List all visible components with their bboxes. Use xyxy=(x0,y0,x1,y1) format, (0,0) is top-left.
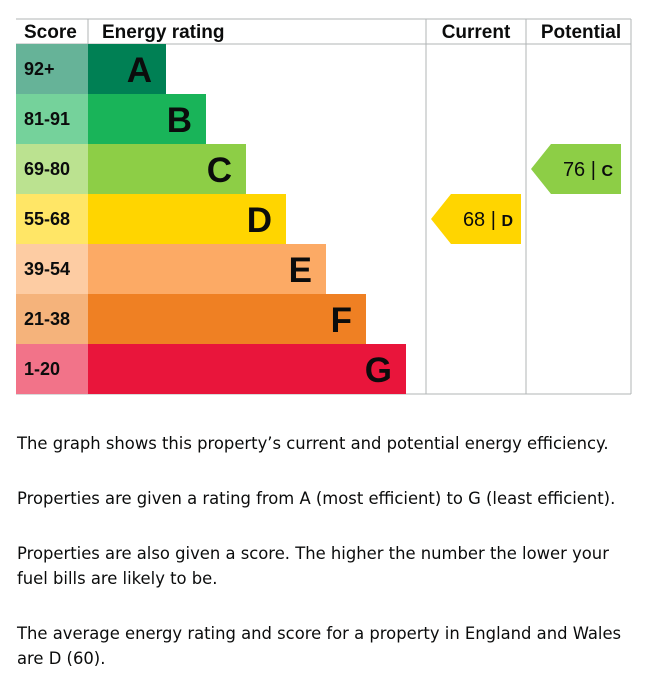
band-row-a: 92+ A xyxy=(16,44,166,94)
current-rating-arrow-score: 68 | xyxy=(463,209,502,231)
header-score: Score xyxy=(24,22,77,43)
current-rating-arrow-shape xyxy=(431,194,521,244)
current-rating-arrow-label: 68 | D xyxy=(463,209,513,231)
header-energy-rating: Energy rating xyxy=(102,22,224,43)
band-score-cell-c xyxy=(16,144,88,194)
potential-rating-arrow-letter: C xyxy=(602,163,614,180)
band-bar-f xyxy=(88,294,366,344)
band-bar-g xyxy=(88,344,406,394)
info-paragraph-average: The average energy rating and score for … xyxy=(17,624,622,668)
band-row-b: 81-91 B xyxy=(16,94,206,144)
rating-bands: 92+ A 81-91 B 69-80 C 55-68 D 39-54 E 21-38 F 1-20 G xyxy=(16,44,406,394)
band-bar-d xyxy=(88,194,286,244)
rating-arrows: 68 | D 76 | C xyxy=(431,144,621,244)
band-row-e: 39-54 E xyxy=(16,244,326,294)
band-letter-d: D xyxy=(247,201,272,240)
band-score-cell-g xyxy=(16,344,88,394)
current-rating-arrow: 68 | D xyxy=(431,194,521,244)
info-paragraph-rating-scale: Properties are given a rating from A (mo… xyxy=(17,489,616,508)
band-score-label-d: 55-68 xyxy=(24,209,70,229)
band-score-cell-e xyxy=(16,244,88,294)
band-score-label-c: 69-80 xyxy=(24,159,70,179)
band-letter-f: F xyxy=(331,301,352,340)
band-row-f: 21-38 F xyxy=(16,294,366,344)
band-score-cell-d xyxy=(16,194,88,244)
potential-rating-arrow-score: 76 | xyxy=(563,159,602,181)
potential-rating-arrow-shape xyxy=(531,144,621,194)
band-letter-c: C xyxy=(207,151,232,190)
band-score-label-e: 39-54 xyxy=(24,259,70,279)
band-letter-g: G xyxy=(365,351,392,390)
potential-rating-arrow-label: 76 | C xyxy=(563,159,614,181)
energy-rating-chart: Score Energy rating Current Potential 92… xyxy=(16,18,632,395)
info-paragraph-score: Properties are also given a score. The h… xyxy=(17,544,609,588)
band-row-c: 69-80 C xyxy=(16,144,246,194)
current-rating-arrow-letter: D xyxy=(502,213,514,230)
band-letter-b: B xyxy=(167,101,192,140)
potential-rating-arrow: 76 | C xyxy=(531,144,621,194)
band-letter-e: E xyxy=(289,251,312,290)
band-score-cell-a xyxy=(16,44,88,94)
header-current: Current xyxy=(442,22,511,43)
band-bar-e xyxy=(88,244,326,294)
band-score-label-a: 92+ xyxy=(24,59,55,79)
band-score-cell-f xyxy=(16,294,88,344)
band-bar-a xyxy=(88,44,166,94)
band-letter-a: A xyxy=(127,51,152,90)
band-score-cell-b xyxy=(16,94,88,144)
band-bar-c xyxy=(88,144,246,194)
band-score-label-b: 81-91 xyxy=(24,109,70,129)
header-potential: Potential xyxy=(541,22,621,43)
band-row-g: 1-20 G xyxy=(16,344,406,394)
band-score-label-f: 21-38 xyxy=(24,309,70,329)
band-row-d: 55-68 D xyxy=(16,194,286,244)
band-bar-b xyxy=(88,94,206,144)
band-score-label-g: 1-20 xyxy=(24,359,60,379)
info-paragraph-graph: The graph shows this property’s current … xyxy=(17,434,609,453)
